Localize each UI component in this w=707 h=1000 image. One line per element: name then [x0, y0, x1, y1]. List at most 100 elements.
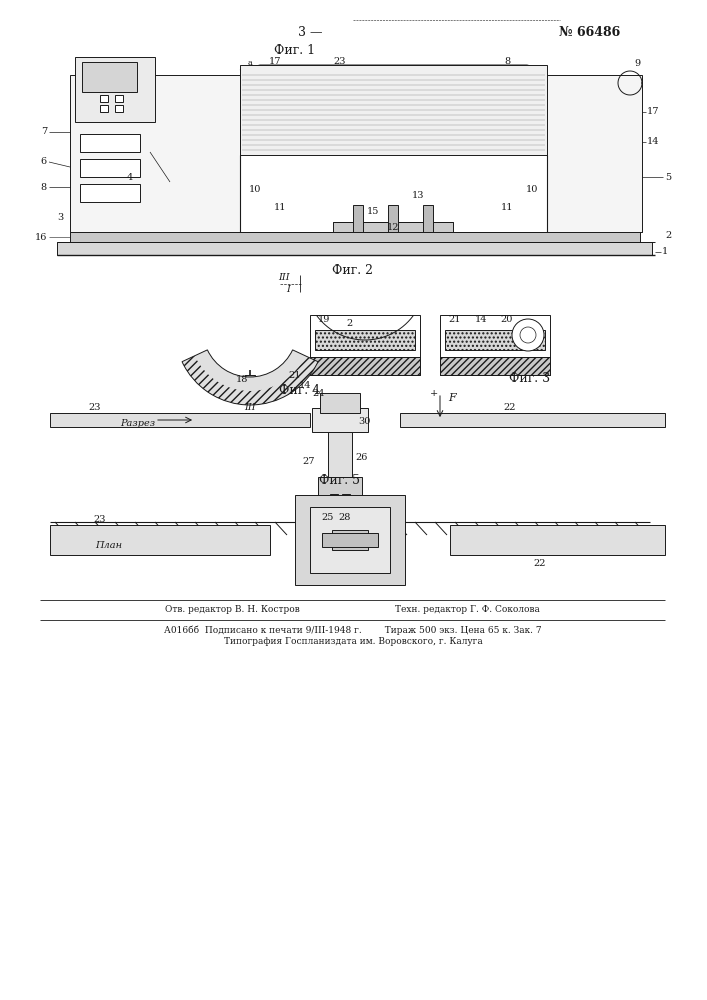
Bar — [70, 75, 240, 232]
Text: 24: 24 — [312, 388, 325, 397]
Bar — [333, 222, 453, 232]
Text: I: I — [286, 286, 290, 294]
Bar — [440, 315, 550, 375]
Bar — [547, 75, 642, 232]
Text: 27: 27 — [303, 458, 315, 466]
Text: 7: 7 — [41, 127, 47, 136]
Bar — [423, 205, 433, 232]
Text: 10: 10 — [526, 186, 538, 194]
Text: Типография Госпланиздата им. Воровского, г. Калуга: Типография Госпланиздата им. Воровского,… — [223, 638, 482, 647]
Bar — [50, 413, 310, 427]
Text: Фиг. 4: Фиг. 4 — [279, 383, 320, 396]
Text: 30: 30 — [358, 418, 370, 426]
Bar — [115, 105, 123, 112]
Circle shape — [343, 398, 353, 408]
Bar — [115, 95, 123, 102]
Text: 12: 12 — [387, 223, 399, 232]
Text: 11: 11 — [274, 202, 286, 212]
Bar — [75, 57, 155, 122]
Bar — [80, 184, 140, 202]
Bar — [330, 494, 338, 502]
Bar — [310, 357, 420, 375]
Text: А016бб  Подписано к печати 9/III-1948 г.        Тираж 500 экз. Цена 65 к. Зак. 7: А016бб Подписано к печати 9/III-1948 г. … — [164, 625, 542, 635]
Text: 25: 25 — [322, 512, 334, 522]
Text: +: + — [430, 388, 438, 397]
Text: 21: 21 — [288, 370, 301, 379]
Bar — [295, 495, 405, 585]
Bar — [353, 205, 363, 232]
Text: № 66486: № 66486 — [559, 26, 621, 39]
Bar — [342, 494, 350, 502]
Circle shape — [512, 319, 544, 351]
Bar — [70, 232, 640, 242]
Bar — [50, 525, 270, 555]
Text: 16: 16 — [35, 232, 47, 241]
Bar — [312, 408, 368, 432]
Text: III: III — [279, 273, 290, 282]
Text: 23: 23 — [94, 516, 106, 524]
Bar — [245, 375, 255, 395]
Text: 13: 13 — [411, 190, 424, 200]
Text: Техн. редактор Г. Ф. Соколова: Техн. редактор Г. Ф. Соколова — [395, 605, 540, 614]
Text: 17: 17 — [647, 107, 660, 116]
Text: 3: 3 — [57, 213, 63, 222]
Bar — [320, 393, 360, 413]
Bar — [310, 507, 390, 573]
Text: a: a — [247, 59, 252, 67]
Bar — [445, 330, 545, 350]
Bar — [322, 533, 378, 547]
Text: 19: 19 — [318, 316, 330, 324]
Text: 17: 17 — [269, 57, 281, 66]
Text: F: F — [448, 393, 456, 403]
Text: 22: 22 — [504, 402, 516, 412]
Text: 14: 14 — [647, 137, 660, 146]
Text: 11: 11 — [501, 202, 513, 212]
Bar — [318, 477, 362, 507]
Bar — [400, 413, 665, 427]
Text: III: III — [244, 403, 256, 412]
Text: 5: 5 — [665, 172, 671, 182]
Text: Разрез: Разрез — [120, 420, 155, 428]
Text: 4: 4 — [127, 172, 133, 182]
Text: 21: 21 — [448, 316, 460, 324]
Text: Фиг. 1: Фиг. 1 — [274, 43, 315, 56]
Text: 8: 8 — [504, 57, 510, 66]
Bar — [328, 432, 352, 477]
Text: 22: 22 — [534, 558, 547, 568]
Bar — [440, 357, 550, 375]
Bar — [100, 105, 108, 112]
Bar — [80, 159, 140, 177]
Text: 14: 14 — [299, 380, 311, 389]
Polygon shape — [240, 65, 547, 70]
Text: Фиг. 2: Фиг. 2 — [332, 263, 373, 276]
Text: 10: 10 — [249, 186, 261, 194]
Text: План: План — [95, 540, 122, 550]
Text: 1: 1 — [662, 247, 668, 256]
Circle shape — [327, 398, 337, 408]
Text: 18: 18 — [236, 375, 248, 384]
Text: 2: 2 — [347, 318, 353, 328]
Text: 2: 2 — [665, 231, 671, 239]
Text: 23: 23 — [89, 402, 101, 412]
Text: 3 —: 3 — — [298, 26, 322, 39]
Bar — [80, 134, 140, 152]
Bar — [100, 95, 108, 102]
Text: 6: 6 — [41, 157, 47, 166]
Text: 9: 9 — [634, 58, 640, 68]
Bar — [315, 330, 415, 350]
Text: 26: 26 — [355, 452, 368, 462]
Text: 20: 20 — [500, 316, 513, 324]
Bar — [310, 315, 420, 375]
Wedge shape — [182, 350, 318, 405]
Text: 23: 23 — [334, 57, 346, 66]
Bar — [388, 205, 398, 232]
Text: Фиг. 3: Фиг. 3 — [510, 371, 551, 384]
Bar — [240, 65, 547, 155]
Bar — [82, 62, 137, 92]
Text: Фиг. 5: Фиг. 5 — [320, 474, 361, 487]
Text: 8: 8 — [41, 182, 47, 192]
Bar — [332, 530, 368, 550]
Text: 14: 14 — [475, 316, 488, 324]
Text: 28: 28 — [339, 512, 351, 522]
Bar — [57, 242, 652, 255]
